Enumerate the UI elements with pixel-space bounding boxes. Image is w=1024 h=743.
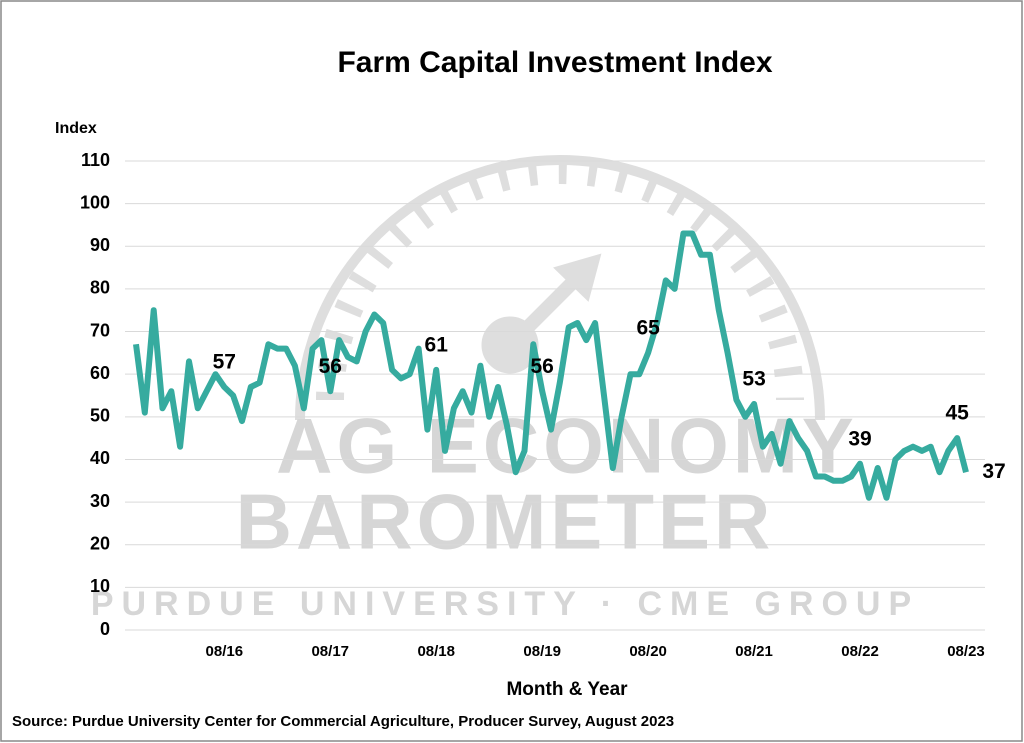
y-tick-label: 110	[81, 150, 110, 170]
y-tick-label: 30	[90, 491, 110, 511]
y-tick-label: 80	[90, 278, 110, 298]
data-label: 56	[319, 355, 342, 378]
x-tick-label: 08/23	[947, 643, 985, 660]
y-tick-label: 60	[90, 363, 110, 383]
y-tick-label: 90	[90, 235, 110, 255]
y-tick-label: 50	[90, 406, 110, 426]
x-axis-title: Month & Year	[506, 679, 628, 700]
source-note: Source: Purdue University Center for Com…	[12, 713, 674, 730]
data-label: 57	[213, 351, 236, 374]
chart-title: Farm Capital Investment Index	[337, 46, 772, 79]
y-tick-label: 40	[90, 448, 110, 468]
x-tick-label: 08/17	[311, 643, 349, 660]
watermark-text: AG ECONOMY	[276, 402, 858, 490]
data-label: 61	[425, 333, 449, 356]
y-tick-label: 70	[90, 320, 110, 340]
data-label: 65	[636, 316, 660, 339]
y-tick-label: 20	[90, 533, 110, 553]
y-tick-label: 100	[80, 192, 110, 212]
x-tick-label: 08/19	[523, 643, 561, 660]
x-tick-label: 08/20	[629, 643, 667, 660]
x-tick-label: 08/18	[417, 643, 455, 660]
data-label: 39	[848, 427, 871, 450]
x-tick-label: 08/16	[206, 643, 244, 660]
data-label: 45	[945, 402, 969, 425]
y-tick-label: 0	[100, 619, 110, 639]
data-label: 53	[742, 368, 765, 391]
watermark-text: BAROMETER	[236, 478, 775, 566]
data-label: 56	[530, 355, 553, 378]
y-axis-title: Index	[55, 120, 97, 137]
y-tick-label: 10	[90, 576, 110, 596]
x-tick-label: 08/21	[735, 643, 773, 660]
data-line	[133, 230, 969, 501]
data-label: 37	[982, 460, 1005, 483]
x-tick-label: 08/22	[841, 643, 879, 660]
watermark-text: PURDUE UNIVERSITY · CME GROUP	[91, 585, 919, 623]
